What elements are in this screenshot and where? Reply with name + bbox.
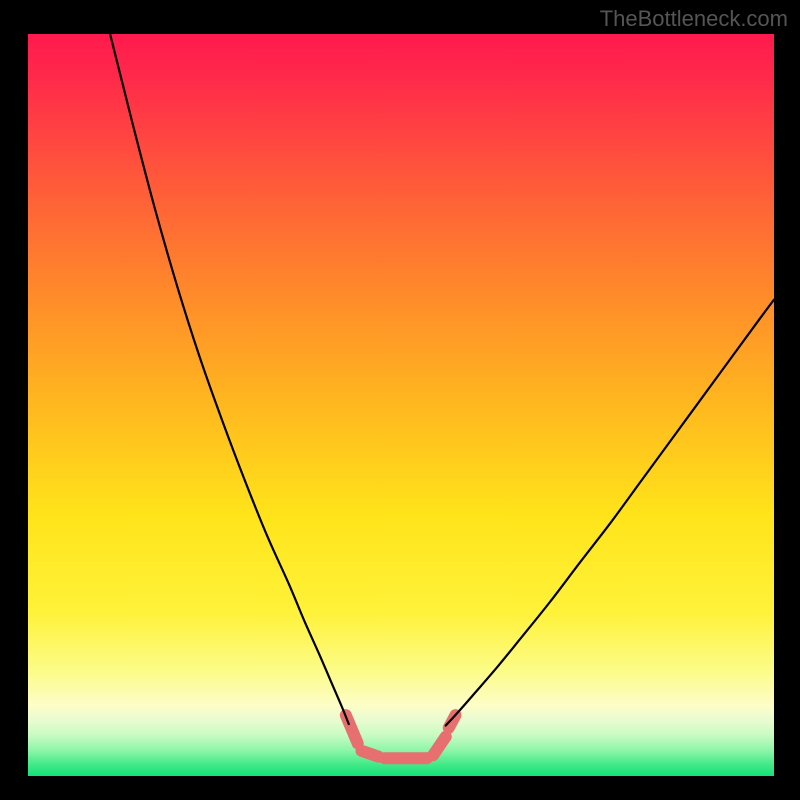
bottleneck-curve-left — [110, 34, 349, 724]
chart-root: TheBottleneck.com — [0, 0, 800, 800]
trough-segment — [361, 751, 378, 757]
watermark-text: TheBottleneck.com — [600, 6, 788, 32]
plot-area — [28, 34, 774, 776]
trough-highlight — [346, 715, 456, 758]
bottleneck-curve-right — [446, 300, 774, 726]
trough-segment — [433, 737, 446, 756]
curve-layer — [28, 34, 774, 776]
